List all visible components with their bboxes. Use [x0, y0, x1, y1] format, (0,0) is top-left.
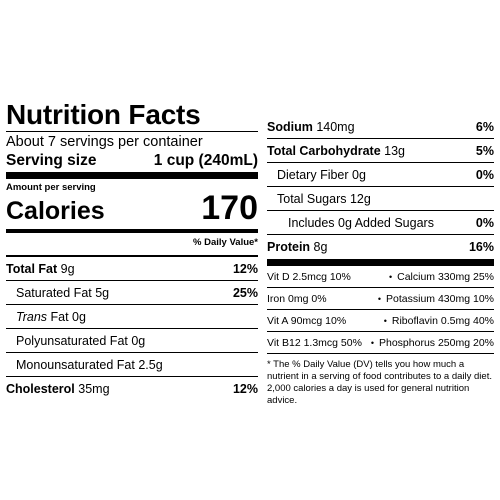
serving-size-label: Serving size	[6, 152, 97, 169]
nutrient-name: Cholesterol	[6, 382, 75, 396]
nutrient-name: Trans	[16, 309, 48, 324]
vitamin-right: Phosphorus 250mg 20%	[379, 336, 494, 349]
nutrient-amount: 0g	[352, 167, 366, 182]
vitamin-row: Vit B12 1.3mcg 50% • Phosphorus 250mg 20…	[267, 332, 494, 354]
nutrition-facts-right-panel: Sodium 140mg 6% Total Carbohydrate 13g 5…	[267, 115, 494, 407]
nutrient-row-sodium: Sodium 140mg 6%	[267, 115, 494, 139]
nutrient-dv: 12%	[232, 382, 258, 396]
nutrient-amount: 35mg	[78, 382, 110, 396]
thick-divider	[6, 172, 258, 179]
serving-size-row: Serving size 1 cup (240mL)	[6, 151, 258, 170]
daily-value-footnote: * The % Daily Value (DV) tells you how m…	[267, 359, 492, 406]
nutrient-name: Total Sugars	[277, 191, 347, 206]
nutrient-name: Saturated Fat	[16, 285, 92, 300]
medium-divider	[6, 229, 258, 233]
nutrient-name: Total Carbohydrate	[267, 143, 381, 158]
calories-value: 170	[201, 189, 258, 227]
nutrient-row-total-sugars: Total Sugars 12g	[267, 187, 494, 211]
nutrition-facts-left-panel: Nutrition Facts About 7 servings per con…	[6, 100, 258, 401]
nutrient-amount: 0g	[131, 333, 146, 348]
nutrient-row-trans-fat: Trans Fat 0g	[6, 305, 258, 329]
bullet-separator: •	[388, 271, 393, 282]
nutrient-row-total-fat: Total Fat 9g 12%	[6, 257, 258, 281]
nutrient-row-cholesterol: Cholesterol 35mg 12%	[6, 377, 258, 401]
nutrient-dv: 0%	[475, 215, 494, 230]
nutrient-amount: Fat 0g	[50, 309, 86, 324]
thick-divider	[267, 259, 494, 266]
nutrient-amount: 8g	[313, 240, 328, 254]
nutrient-amount: 5g	[95, 285, 110, 300]
vitamins-minerals-table: Vit D 2.5mcg 10% • Calcium 330mg 25% Iro…	[267, 266, 494, 354]
vitamin-left: Vit D 2.5mcg 10%	[267, 270, 351, 283]
vitamin-left: Iron 0mg 0%	[267, 292, 327, 305]
vitamin-left: Vit A 90mcg 10%	[267, 314, 347, 327]
nutrient-name: Total Fat	[6, 261, 58, 276]
nutrient-dv: 0%	[475, 167, 494, 182]
nutrient-dv: 25%	[232, 285, 258, 300]
vitamin-left: Vit B12 1.3mcg 50%	[267, 336, 362, 349]
nutrient-row-dietary-fiber: Dietary Fiber 0g 0%	[267, 163, 494, 187]
nutrient-amount: 140mg	[316, 119, 355, 134]
bullet-separator: •	[370, 337, 374, 348]
nutrient-amount: 2.5g	[138, 357, 163, 372]
bullet-separator: •	[383, 315, 387, 326]
nutrient-amount: 12g	[349, 191, 371, 206]
nutrition-facts-title: Nutrition Facts	[6, 100, 258, 132]
bullet-separator: •	[377, 293, 382, 304]
serving-size-value: 1 cup (240mL)	[153, 152, 258, 169]
vitamin-row: Iron 0mg 0% • Potassium 430mg 10%	[267, 288, 494, 310]
daily-value-header: % Daily Value*	[193, 237, 258, 248]
nutrient-name: Includes 0g Added Sugars	[288, 215, 434, 230]
nutrient-dv: 12%	[232, 261, 258, 276]
nutrient-dv: 16%	[468, 240, 494, 254]
vitamin-right: Calcium 330mg 25%	[397, 270, 494, 283]
nutrient-row-total-carbohydrate: Total Carbohydrate 13g 5%	[267, 139, 494, 163]
nutrient-row-polyunsaturated-fat: Polyunsaturated Fat 0g	[6, 329, 258, 353]
nutrient-row-monounsaturated-fat: Monounsaturated Fat 2.5g	[6, 353, 258, 377]
nutrient-row-protein: Protein 8g 16%	[267, 235, 494, 259]
nutrient-dv: 6%	[475, 119, 494, 134]
nutrient-name: Polyunsaturated Fat	[16, 333, 128, 348]
vitamin-right: Riboflavin 0.5mg 40%	[391, 314, 494, 327]
servings-per-container: About 7 servings per container	[6, 134, 203, 150]
nutrient-dv: 5%	[475, 143, 494, 158]
thin-divider	[6, 255, 258, 257]
amount-per-serving-label: Amount per serving	[6, 182, 96, 193]
calories-row: Calories 170	[6, 191, 258, 229]
calories-label: Calories	[6, 197, 105, 225]
nutrient-name: Sodium	[267, 119, 313, 134]
nutrient-amount: 13g	[384, 143, 406, 158]
nutrient-name: Dietary Fiber	[277, 167, 349, 182]
nutrient-row-saturated-fat: Saturated Fat 5g 25%	[6, 281, 258, 305]
nutrient-row-added-sugars: Includes 0g Added Sugars 0%	[267, 211, 494, 235]
vitamin-right: Potassium 430mg 10%	[386, 292, 494, 305]
nutrient-amount: 9g	[60, 261, 75, 276]
nutrient-name: Protein	[267, 240, 311, 254]
vitamin-row: Vit D 2.5mcg 10% • Calcium 330mg 25%	[267, 266, 494, 288]
nutrient-name: Monounsaturated Fat	[16, 357, 135, 372]
vitamin-row: Vit A 90mcg 10% • Riboflavin 0.5mg 40%	[267, 310, 494, 332]
